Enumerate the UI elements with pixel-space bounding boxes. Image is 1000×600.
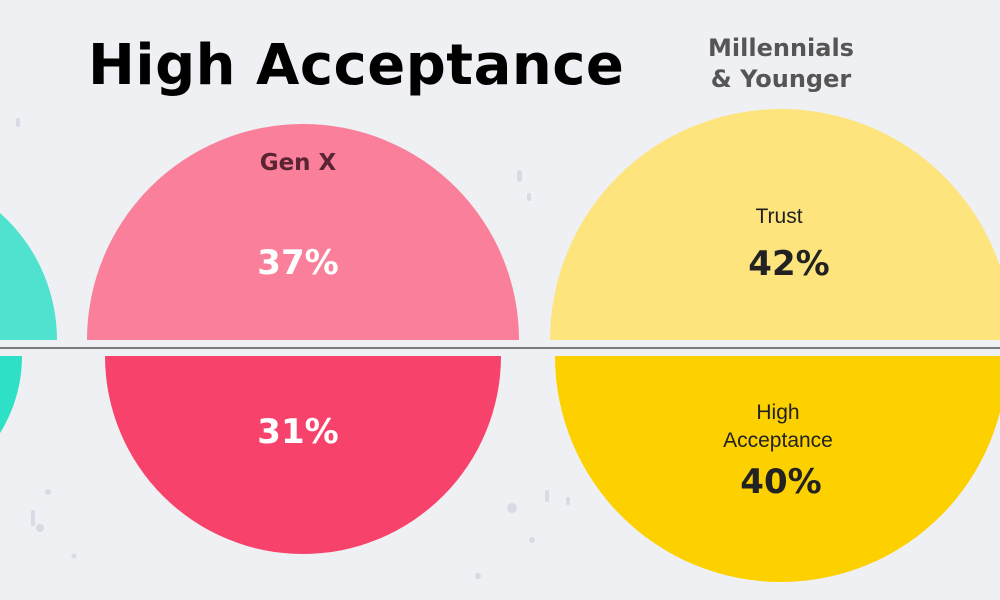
genx-acceptance-value: 31% <box>257 412 338 452</box>
chart-title: High Acceptance <box>88 33 625 98</box>
millennials-label-line1: Millennials <box>708 34 854 62</box>
genx-trust-value: 37% <box>257 243 338 283</box>
millennials-trust-value: 42% <box>748 244 829 284</box>
millennials-trust-semicircle <box>550 109 1000 340</box>
boomers-acceptance-semicircle <box>0 356 22 433</box>
boomers-trust-semicircle <box>0 213 57 340</box>
high-acceptance-label-line2: Acceptance <box>723 429 833 452</box>
genx-trust-semicircle <box>87 124 519 340</box>
background-decoration <box>16 118 570 579</box>
millennials-label-line2: & Younger <box>711 65 852 93</box>
high-acceptance-label-line1: High <box>756 401 799 424</box>
millennials-acceptance-semicircle <box>555 356 1000 582</box>
genx-label: Gen X <box>260 150 337 176</box>
millennials-acceptance-value: 40% <box>740 462 821 502</box>
genx-acceptance-semicircle <box>105 356 501 554</box>
trust-label: Trust <box>755 205 802 228</box>
